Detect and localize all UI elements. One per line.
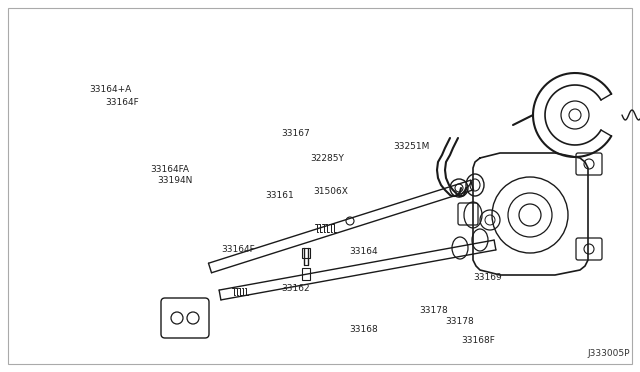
Text: 33164F: 33164F [221,245,255,254]
Text: 33178: 33178 [445,317,474,326]
Text: 33251M: 33251M [394,142,430,151]
Text: 32285Y: 32285Y [310,154,344,163]
Text: 33168: 33168 [349,325,378,334]
Text: 31506X: 31506X [314,187,348,196]
Text: 33164+A: 33164+A [90,85,132,94]
Text: 33162: 33162 [282,284,310,293]
Text: J333005P: J333005P [588,349,630,358]
Text: 33164: 33164 [349,247,378,256]
Text: 33169: 33169 [474,273,502,282]
Text: 33168F: 33168F [461,336,495,345]
Text: 33194N: 33194N [157,176,192,185]
Text: 33167: 33167 [282,129,310,138]
Text: 33178: 33178 [419,306,448,315]
Text: 33164F: 33164F [106,98,140,107]
Text: 33164FA: 33164FA [150,165,189,174]
Text: 33161: 33161 [266,191,294,200]
